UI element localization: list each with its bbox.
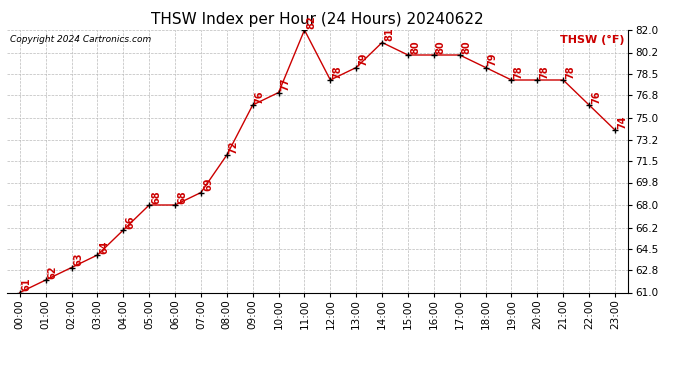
Text: 81: 81 [384, 27, 394, 41]
Text: 76: 76 [591, 90, 601, 104]
Text: 80: 80 [436, 40, 446, 54]
Text: 76: 76 [255, 90, 265, 104]
Text: 74: 74 [617, 115, 627, 129]
Text: 80: 80 [410, 40, 420, 54]
Text: 68: 68 [177, 190, 187, 204]
Text: Copyright 2024 Cartronics.com: Copyright 2024 Cartronics.com [10, 35, 151, 44]
Text: THSW (°F): THSW (°F) [560, 35, 625, 45]
Text: 69: 69 [203, 178, 213, 191]
Text: 79: 79 [358, 53, 368, 66]
Text: 80: 80 [462, 40, 472, 54]
Text: 64: 64 [99, 240, 110, 254]
Text: 78: 78 [540, 65, 549, 79]
Text: 79: 79 [488, 53, 497, 66]
Text: 61: 61 [22, 278, 32, 291]
Text: 68: 68 [151, 190, 161, 204]
Text: 82: 82 [306, 15, 317, 28]
Title: THSW Index per Hour (24 Hours) 20240622: THSW Index per Hour (24 Hours) 20240622 [151, 12, 484, 27]
Text: 78: 78 [565, 65, 575, 79]
Text: 62: 62 [48, 265, 58, 279]
Text: 78: 78 [333, 65, 342, 79]
Text: 66: 66 [126, 215, 135, 229]
Text: 63: 63 [74, 253, 83, 266]
Text: 72: 72 [229, 140, 239, 154]
Text: 77: 77 [281, 78, 290, 91]
Text: 78: 78 [513, 65, 524, 79]
